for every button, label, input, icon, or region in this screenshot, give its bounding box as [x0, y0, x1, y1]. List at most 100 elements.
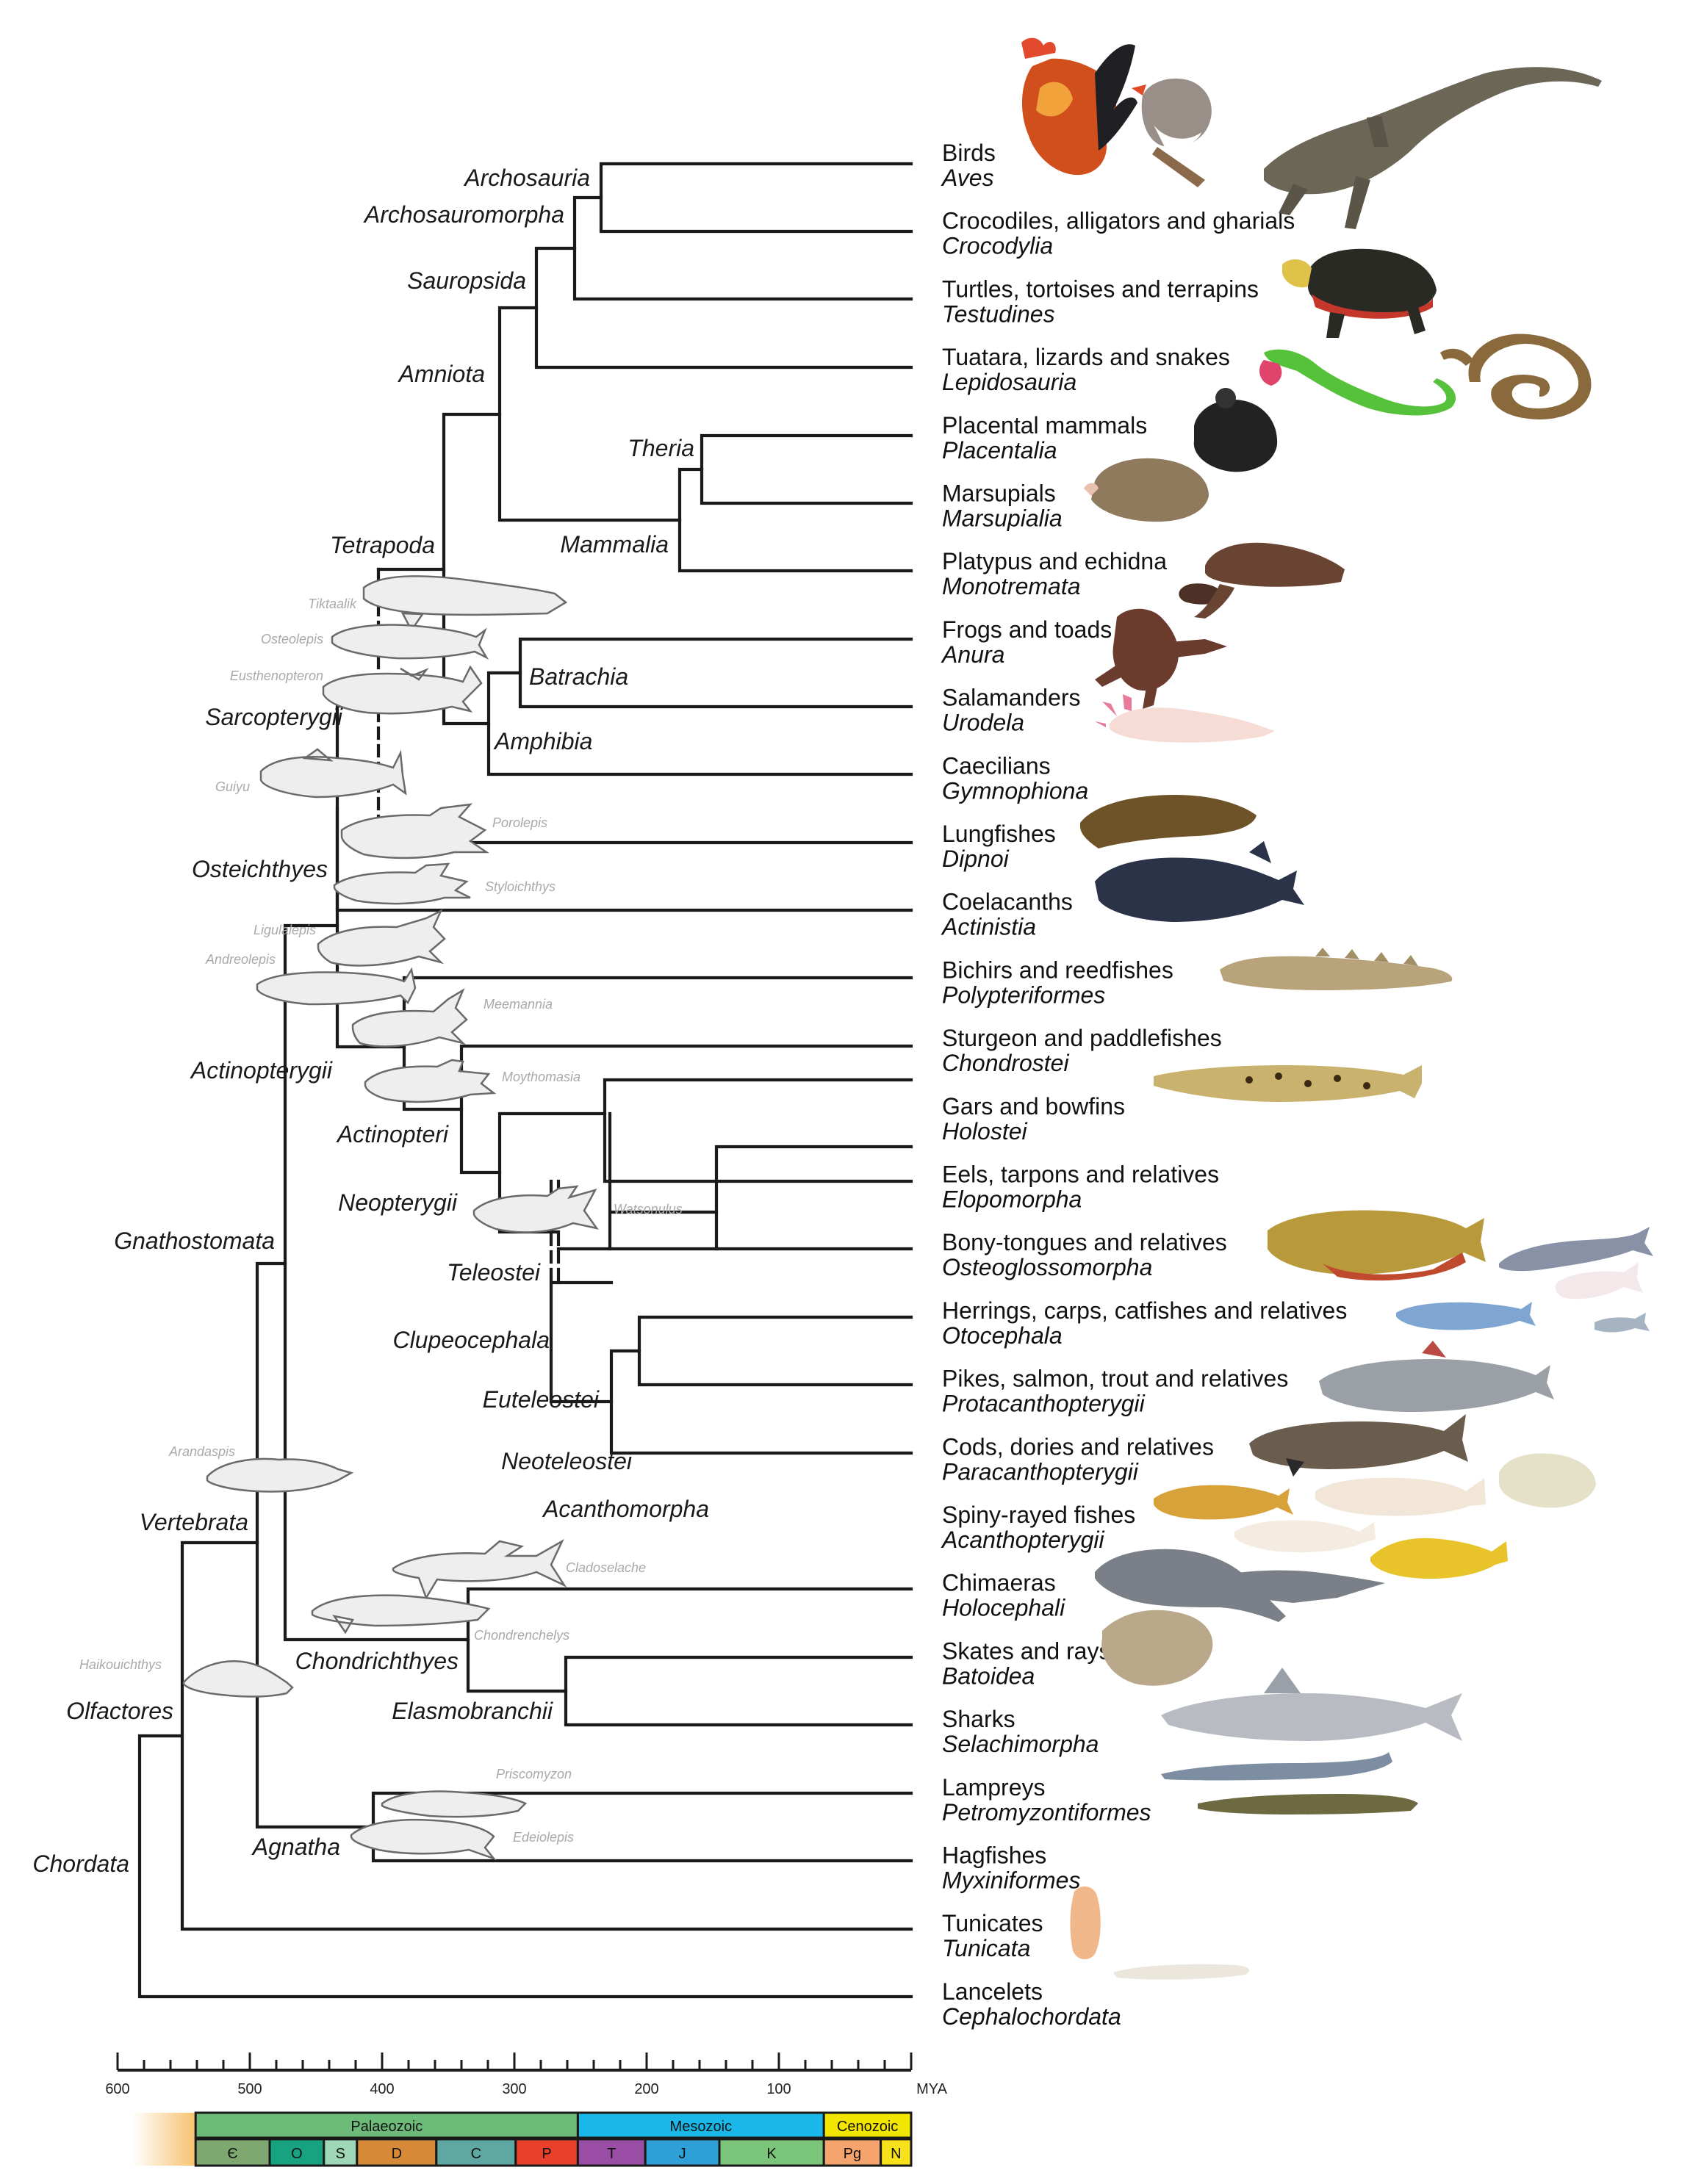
coelacanth-icon — [1095, 841, 1304, 922]
clade-chordata: Chordata — [32, 1850, 129, 1877]
clade-archosauromorpha: Archosauromorpha — [363, 201, 564, 228]
taxon-row: Cods, dories and relativesParacanthopter… — [942, 1433, 1214, 1485]
priscomyzon-fossil-icon — [381, 1790, 528, 1818]
fossil-porolepis: Porolepis — [492, 815, 547, 830]
styloichthys-fossil-icon — [333, 862, 471, 905]
axis-tick-label: 200 — [634, 2081, 658, 2097]
clade-amniota: Amniota — [398, 361, 485, 387]
fossil-watsonulus: Watsonulus — [614, 1202, 683, 1217]
taxon-scientific-name: Myxiniformes — [942, 1867, 1080, 1894]
arowana-icon — [1268, 1210, 1486, 1281]
platypus-icon — [1179, 542, 1345, 619]
eel-icon — [1319, 1136, 1477, 1190]
clade-sarcopterygii: Sarcopterygii — [205, 704, 343, 730]
tiktaalik-fossil-icon — [362, 575, 568, 633]
taxon-scientific-name: Lepidosauria — [942, 369, 1076, 395]
clade-agnatha: Agnatha — [251, 1834, 340, 1860]
cod-icon — [1249, 1414, 1468, 1477]
time-axis: 600 500 400 300 200 100 MYA — [105, 2053, 948, 2097]
taxon-common-name: Birds — [942, 140, 996, 166]
taxon-common-name: Pikes, salmon, trout and relatives — [942, 1366, 1288, 1392]
period-label: C — [471, 2146, 481, 2162]
period-label: Pg — [844, 2146, 861, 2162]
salmon-icon — [1319, 1341, 1554, 1412]
taxon-row: Herrings, carps, catfishes and relatives… — [942, 1297, 1347, 1349]
clade-theria: Theria — [628, 435, 694, 461]
lizard-icon — [1259, 349, 1456, 416]
taxon-scientific-name: Selachimorpha — [942, 1731, 1099, 1757]
taxon-scientific-name: Holocephali — [942, 1595, 1065, 1621]
chondrenchelys-fossil-icon — [311, 1594, 491, 1635]
fossil-meemannia: Meemannia — [483, 997, 553, 1012]
taxon-scientific-name: Chondrostei — [942, 1050, 1069, 1076]
frog-icon — [1095, 608, 1227, 709]
taxon-scientific-name: Testudines — [942, 300, 1055, 327]
taxon-common-name: Sturgeon and paddlefishes — [942, 1025, 1222, 1051]
taxon-common-name: Gars and bowfins — [942, 1093, 1125, 1120]
clade-olfactores: Olfactores — [66, 1698, 173, 1724]
taxon-common-name: Platypus and echidna — [942, 548, 1167, 574]
axis-tick-label: 600 — [105, 2081, 129, 2097]
taxon-common-name: Turtles, tortoises and terrapins — [942, 275, 1259, 302]
period-label: J — [679, 2146, 686, 2162]
lamprey-icon — [1161, 1752, 1418, 1814]
mouse-icon — [1193, 388, 1278, 472]
taxon-common-name: Crocodiles, alligators and gharials — [942, 208, 1295, 234]
era-label: Mesozoic — [670, 2119, 732, 2135]
haikouichthys-fossil-icon — [182, 1660, 294, 1698]
rooster-icon — [1021, 37, 1137, 176]
period-band — [356, 2138, 438, 2167]
clade-clupeocephala: Clupeocephala — [393, 1327, 550, 1353]
period-label: T — [607, 2146, 616, 2162]
fossil-moythomasia: Moythomasia — [502, 1070, 580, 1084]
eusthenopteron-fossil-icon — [322, 665, 483, 715]
taxon-common-name: Lampreys — [942, 1774, 1046, 1801]
era-label: Palaeozoic — [350, 2119, 423, 2135]
clade-neoteleostei: Neoteleostei — [501, 1448, 633, 1474]
tunicate-icon — [1070, 1886, 1101, 1960]
clade-gnathostomata: Gnathostomata — [114, 1228, 275, 1254]
taxon-scientific-name: Marsupialia — [942, 505, 1063, 532]
crocodile-icon — [1264, 67, 1602, 229]
taxon-common-name: Spiny-rayed fishes — [942, 1502, 1135, 1528]
fossil-haikouichthys: Haikouichthys — [79, 1657, 162, 1672]
watsonulus-fossil-icon — [472, 1185, 599, 1233]
clade-chondrichthyes: Chondrichthyes — [295, 1648, 459, 1674]
clade-neopterygii: Neopterygii — [338, 1189, 458, 1216]
taxon-scientific-name: Anura — [941, 641, 1004, 668]
fossil-andreolepis: Andreolepis — [205, 952, 276, 967]
axis-tick-label: 100 — [766, 2081, 791, 2097]
clade-vertebrata: Vertebrata — [140, 1509, 248, 1535]
taxon-scientific-name: Crocodylia — [942, 233, 1053, 259]
taxon-scientific-name: Osteoglossomorpha — [942, 1254, 1152, 1280]
taxon-scientific-name: Holostei — [942, 1118, 1028, 1145]
clade-osteichthyes: Osteichthyes — [192, 856, 328, 882]
skate-icon — [1101, 1610, 1213, 1686]
clade-elasmobranchii: Elasmobranchii — [392, 1698, 553, 1724]
snake-icon — [1440, 334, 1592, 419]
gar-icon — [1154, 1065, 1422, 1102]
fossil-eusthenopteron: Eusthenopteron — [230, 668, 323, 683]
clade-teleostei: Teleostei — [447, 1259, 541, 1286]
clade-sauropsida: Sauropsida — [407, 267, 526, 294]
opossum-icon — [1084, 458, 1209, 522]
clade-batrachia: Batrachia — [529, 663, 628, 690]
taxon-scientific-name: Otocephala — [942, 1322, 1063, 1349]
chimaera-icon — [1095, 1549, 1385, 1622]
precambrian-band — [132, 2113, 196, 2166]
taxon-common-name: Caecilians — [942, 752, 1051, 779]
herring-icon — [1499, 1227, 1653, 1272]
taxon-common-name: Cods, dories and relatives — [942, 1433, 1214, 1460]
